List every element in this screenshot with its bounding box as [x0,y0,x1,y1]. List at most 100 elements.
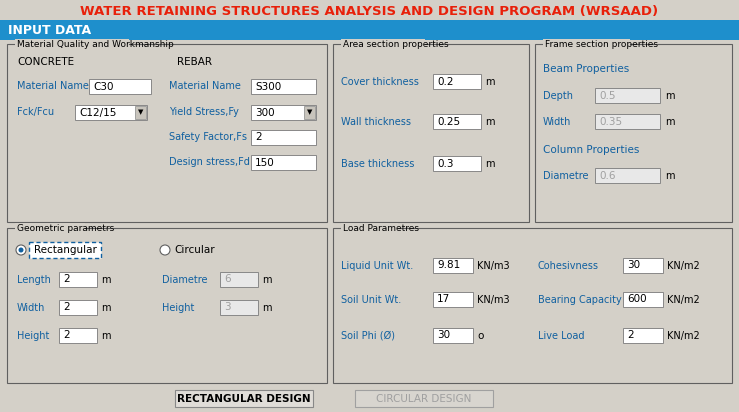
Text: 300: 300 [255,108,275,117]
Bar [543,39,630,49]
Bar [15,223,85,233]
Text: KN/m3: KN/m3 [477,261,510,271]
Text: m: m [485,117,494,127]
Bar [220,300,258,315]
Bar [341,223,398,233]
Text: Height: Height [17,331,50,341]
Text: INPUT DATA: INPUT DATA [8,23,91,37]
Bar [59,272,97,287]
Text: m: m [665,171,675,181]
Text: 2: 2 [627,330,633,340]
Text: C12/15: C12/15 [79,108,116,117]
Text: 0.5: 0.5 [599,91,616,101]
Circle shape [160,245,170,255]
Text: Depth: Depth [543,91,573,101]
Text: Liquid Unit Wt.: Liquid Unit Wt. [341,261,413,271]
Text: m: m [101,275,111,285]
Bar [595,88,660,103]
Bar [135,106,146,119]
Bar [595,114,660,129]
Text: 150: 150 [255,157,275,168]
Bar [333,228,732,383]
Bar [89,79,151,94]
Text: o: o [477,331,483,341]
Text: m: m [485,159,494,169]
Bar [75,105,147,120]
Text: m: m [665,91,675,101]
Text: Live Load: Live Load [538,331,585,341]
Bar [433,258,473,273]
Text: 2: 2 [255,133,262,143]
Text: Rectangular: Rectangular [33,245,96,255]
Bar [251,79,316,94]
Text: 9.81: 9.81 [437,260,460,271]
Text: 0.6: 0.6 [599,171,616,180]
Bar [433,292,473,307]
Bar [59,328,97,343]
Text: Width: Width [543,117,571,127]
Text: Length: Length [17,275,51,285]
Text: Wall thickness: Wall thickness [341,117,411,127]
Text: KN/m2: KN/m2 [667,261,700,271]
Text: Column Properties: Column Properties [543,145,639,155]
Text: Geometric parametrs: Geometric parametrs [17,223,115,232]
Text: REBAR: REBAR [177,57,212,67]
Text: C30: C30 [93,82,114,91]
Text: Fck/Fcu: Fck/Fcu [17,107,54,117]
Text: S300: S300 [255,82,282,91]
Text: 17: 17 [437,295,450,304]
Text: Load Parametres: Load Parametres [343,223,419,232]
Text: Cohesivness: Cohesivness [538,261,599,271]
Text: m: m [262,303,271,313]
Bar [59,300,97,315]
Text: 600: 600 [627,295,647,304]
Bar [7,44,327,222]
Text: Material Name: Material Name [169,81,241,91]
Bar [251,105,316,120]
Bar [623,292,663,307]
Text: ▼: ▼ [138,110,143,115]
Text: Soil Phi (Ø): Soil Phi (Ø) [341,331,395,341]
Text: 0.3: 0.3 [437,159,454,169]
Bar [341,39,425,49]
Bar [355,390,493,407]
Bar [7,228,327,383]
Text: Cover thickness: Cover thickness [341,77,419,87]
Bar [433,328,473,343]
Bar [29,242,101,258]
Text: Material Quality and Workmanship: Material Quality and Workmanship [17,40,174,49]
Text: 2: 2 [63,330,69,340]
Text: Width: Width [17,303,45,313]
Text: KN/m3: KN/m3 [477,295,510,305]
Text: CONCRETE: CONCRETE [17,57,74,67]
Text: Height: Height [162,303,194,313]
Text: m: m [101,331,111,341]
Bar [251,155,316,170]
Text: Frame section properties: Frame section properties [545,40,658,49]
Bar [15,39,129,49]
Text: Diametre: Diametre [543,171,588,181]
Text: CIRCULAR DESIGN: CIRCULAR DESIGN [376,393,471,403]
Text: Design stress,Fd: Design stress,Fd [169,157,250,167]
Text: Base thickness: Base thickness [341,159,415,169]
Text: Material Name: Material Name [17,81,89,91]
Bar [433,156,481,171]
Bar [623,258,663,273]
Text: KN/m2: KN/m2 [667,331,700,341]
Text: 0.2: 0.2 [437,77,454,87]
Text: Bearing Capacity: Bearing Capacity [538,295,621,305]
Bar [595,168,660,183]
Circle shape [18,248,24,253]
Bar [433,114,481,129]
Text: Circular: Circular [174,245,214,255]
Text: ▼: ▼ [307,110,313,115]
Text: 30: 30 [437,330,450,340]
Text: 3: 3 [224,302,231,312]
Bar [304,106,315,119]
Text: RECTANGULAR DESIGN: RECTANGULAR DESIGN [177,393,311,403]
Bar [251,130,316,145]
Text: m: m [485,77,494,87]
Bar [0,20,739,40]
Text: Area section properties: Area section properties [343,40,449,49]
Text: 30: 30 [627,260,640,271]
